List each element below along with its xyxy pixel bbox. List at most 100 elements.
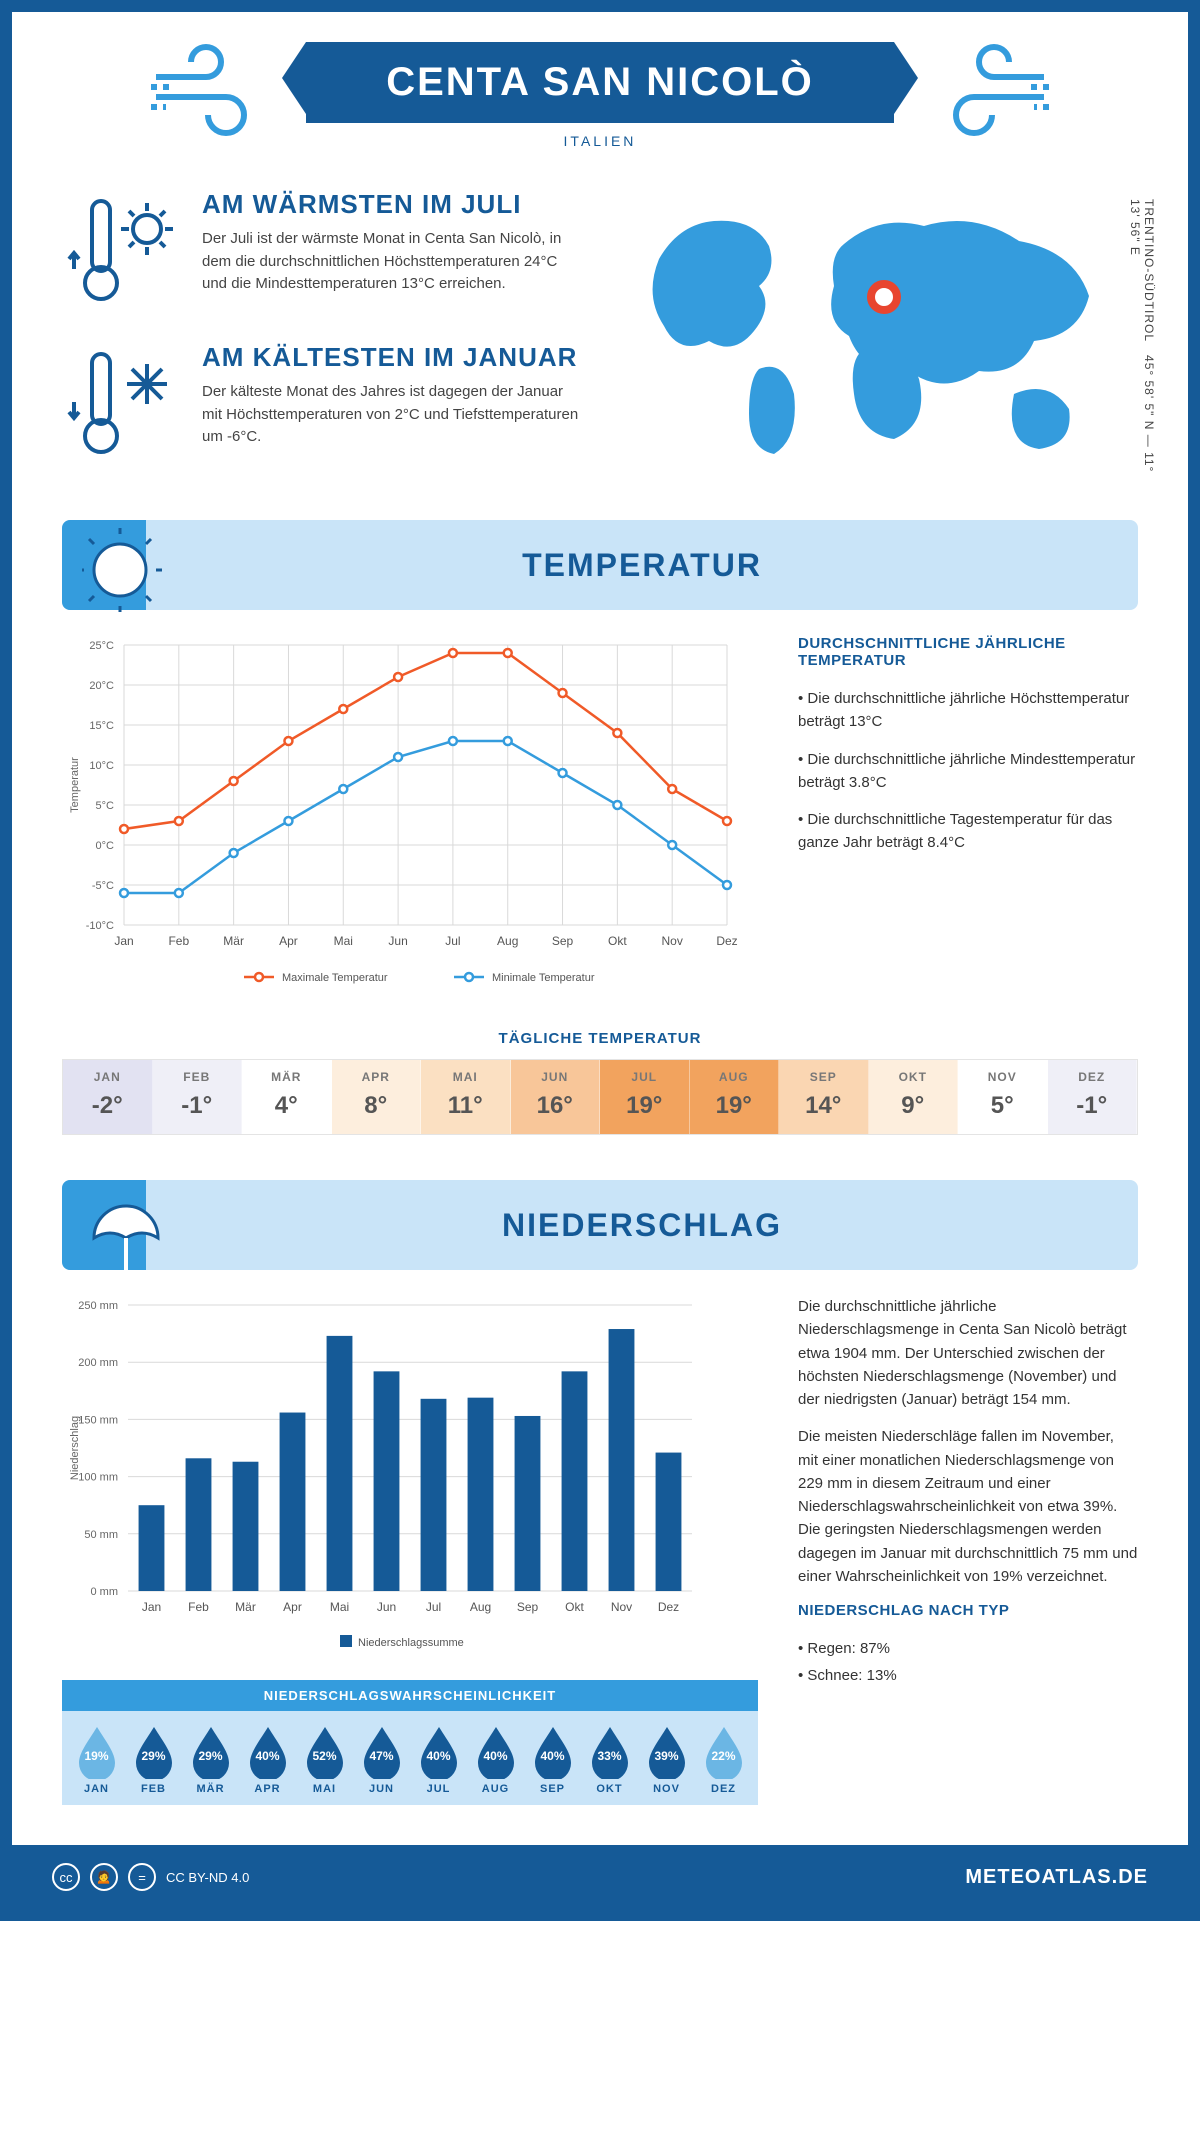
svg-text:Feb: Feb (188, 1600, 209, 1614)
svg-text:10°C: 10°C (89, 760, 114, 772)
world-map: TRENTINO-SÜDTIROL 45° 58' 5" N — 11° 13'… (620, 189, 1138, 495)
svg-text:Okt: Okt (565, 1600, 584, 1614)
daily-temp-cell: AUG19° (690, 1060, 780, 1134)
daily-temp-cell: APR8° (332, 1060, 422, 1134)
svg-text:Sep: Sep (517, 1600, 539, 1614)
svg-text:-5°C: -5°C (92, 880, 114, 892)
svg-text:Sep: Sep (552, 934, 574, 948)
thermometer-snow-icon (62, 342, 182, 467)
daily-temp-cell: DEZ-1° (1048, 1060, 1138, 1134)
svg-text:200 mm: 200 mm (78, 1357, 118, 1369)
svg-text:25°C: 25°C (89, 640, 114, 652)
svg-text:0 mm: 0 mm (91, 1586, 119, 1598)
license-text: CC BY-ND 4.0 (166, 1870, 249, 1885)
precip-probability-cell: 40%JUL (410, 1725, 467, 1795)
wind-icon (924, 42, 1054, 147)
sun-icon (82, 528, 172, 618)
daily-temp-cell: SEP14° (779, 1060, 869, 1134)
svg-text:Nov: Nov (611, 1600, 632, 1614)
svg-text:Jul: Jul (445, 934, 460, 948)
svg-text:Okt: Okt (608, 934, 627, 948)
temperature-summary: DURCHSCHNITTLICHE JÄHRLICHE TEMPERATUR •… (798, 635, 1138, 1000)
temp-summary-bullet: • Die durchschnittliche Tagestemperatur … (798, 808, 1138, 855)
svg-text:Apr: Apr (283, 1600, 302, 1614)
daily-temperature-strip: JAN-2°FEB-1°MÄR4°APR8°MAI11°JUN16°JUL19°… (62, 1059, 1138, 1135)
temp-summary-bullet: • Die durchschnittliche jährliche Höchst… (798, 687, 1138, 734)
svg-text:Niederschlagssumme: Niederschlagssumme (358, 1637, 464, 1649)
svg-text:Dez: Dez (658, 1600, 679, 1614)
by-icon: 🙍 (90, 1863, 118, 1891)
svg-text:Mär: Mär (223, 934, 244, 948)
daily-temp-title: TÄGLICHE TEMPERATUR (62, 1030, 1138, 1047)
svg-text:Jul: Jul (426, 1600, 441, 1614)
precip-type-rain: • Regen: 87% (798, 1637, 1138, 1660)
svg-text:Aug: Aug (497, 934, 518, 948)
footer-brand: METEOATLAS.DE (965, 1866, 1148, 1889)
umbrella-icon (82, 1188, 172, 1278)
svg-text:Maximale Temperatur: Maximale Temperatur (282, 972, 388, 984)
svg-text:Aug: Aug (470, 1600, 491, 1614)
precip-probability-cell: 39%NOV (638, 1725, 695, 1795)
daily-temp-cell: OKT9° (869, 1060, 959, 1134)
daily-temp-cell: JUN16° (511, 1060, 601, 1134)
precip-probability-cell: 40%APR (239, 1725, 296, 1795)
svg-text:0°C: 0°C (96, 840, 115, 852)
svg-text:250 mm: 250 mm (78, 1300, 118, 1312)
precipitation-heading: NIEDERSCHLAG (146, 1207, 1138, 1244)
svg-text:Mai: Mai (334, 934, 353, 948)
svg-text:Feb: Feb (168, 934, 189, 948)
precip-probability-title: NIEDERSCHLAGSWAHRSCHEINLICHKEIT (62, 1680, 758, 1711)
daily-temp-cell: FEB-1° (153, 1060, 243, 1134)
temperature-heading: TEMPERATUR (146, 547, 1138, 584)
svg-text:Jun: Jun (377, 1600, 396, 1614)
precip-probability-cell: 47%JUN (353, 1725, 410, 1795)
svg-text:15°C: 15°C (89, 720, 114, 732)
temperature-section-banner: TEMPERATUR (62, 520, 1138, 610)
cc-icon: cc (52, 1863, 80, 1891)
coordinates: TRENTINO-SÜDTIROL 45° 58' 5" N — 11° 13'… (1128, 199, 1156, 495)
precip-probability-cell: 29%MÄR (182, 1725, 239, 1795)
svg-text:150 mm: 150 mm (78, 1414, 118, 1426)
svg-text:Apr: Apr (279, 934, 298, 948)
precip-summary-text: Die durchschnittliche jährliche Niedersc… (798, 1295, 1138, 1411)
precip-probability-cell: 40%AUG (467, 1725, 524, 1795)
svg-text:Jan: Jan (114, 934, 133, 948)
temp-summary-bullet: • Die durchschnittliche jährliche Mindes… (798, 748, 1138, 795)
svg-text:Mär: Mär (235, 1600, 256, 1614)
wind-icon (146, 42, 276, 147)
precip-probability-strip: 19%JAN29%FEB29%MÄR40%APR52%MAI47%JUN40%J… (62, 1711, 758, 1805)
warmest-block: AM WÄRMSTEN IM JULI Der Juli ist der wär… (62, 189, 580, 314)
daily-temp-cell: JUL19° (600, 1060, 690, 1134)
page-subtitle: ITALIEN (306, 133, 894, 149)
precip-probability-cell: 33%OKT (581, 1725, 638, 1795)
svg-text:Jan: Jan (142, 1600, 161, 1614)
license-block: cc 🙍 = CC BY-ND 4.0 (52, 1863, 249, 1891)
footer: cc 🙍 = CC BY-ND 4.0 METEOATLAS.DE (12, 1845, 1188, 1909)
precipitation-summary: Die durchschnittliche jährliche Niedersc… (798, 1295, 1138, 1805)
precip-probability-cell: 22%DEZ (695, 1725, 752, 1795)
svg-text:50 mm: 50 mm (84, 1529, 118, 1541)
svg-text:Mai: Mai (330, 1600, 349, 1614)
precip-probability-cell: 52%MAI (296, 1725, 353, 1795)
precip-probability-cell: 19%JAN (68, 1725, 125, 1795)
precipitation-bar-chart: 0 mm 50 mm 100 mm 150 mm 200 mm 250 mm Jan Feb M… (62, 1295, 702, 1655)
precip-probability-cell: 29%FEB (125, 1725, 182, 1795)
daily-temp-cell: NOV5° (958, 1060, 1048, 1134)
precipitation-section-banner: NIEDERSCHLAG (62, 1180, 1138, 1270)
svg-text:-10°C: -10°C (86, 920, 114, 932)
warmest-title: AM WÄRMSTEN IM JULI (202, 189, 580, 220)
svg-text:100 mm: 100 mm (78, 1472, 118, 1484)
svg-text:Nov: Nov (662, 934, 683, 948)
coldest-title: AM KÄLTESTEN IM JANUAR (202, 342, 580, 373)
precip-summary-text: Die meisten Niederschläge fallen im Nove… (798, 1425, 1138, 1588)
daily-temp-cell: JAN-2° (63, 1060, 153, 1134)
svg-text:Temperatur: Temperatur (69, 757, 81, 813)
page-title: CENTA SAN NICOLÒ (306, 42, 894, 123)
temperature-line-chart: -10°C -5°C 0°C 5°C 10°C 15°C 20°C 25°C Jan Feb Mär… (62, 635, 742, 995)
header: CENTA SAN NICOLÒ ITALIEN (62, 42, 1138, 149)
svg-text:20°C: 20°C (89, 680, 114, 692)
svg-text:5°C: 5°C (96, 800, 115, 812)
svg-text:Dez: Dez (716, 934, 737, 948)
svg-text:Minimale Temperatur: Minimale Temperatur (492, 972, 595, 984)
precip-type-snow: • Schnee: 13% (798, 1664, 1138, 1687)
